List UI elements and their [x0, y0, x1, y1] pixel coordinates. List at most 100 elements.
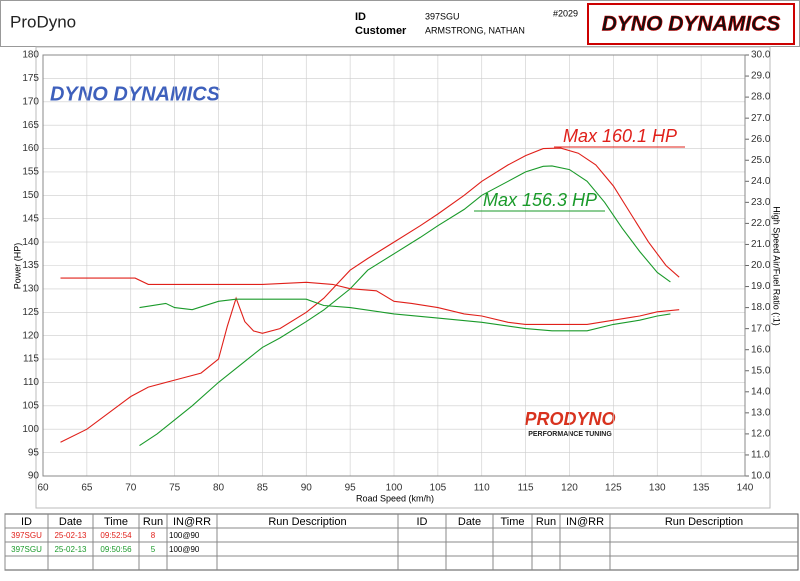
y2-tick-label: 14.0: [751, 386, 771, 397]
x-tick-label: 135: [693, 483, 710, 494]
y-tick-label: 110: [23, 377, 39, 388]
y-tick-label: 95: [28, 447, 40, 458]
table-cell: 09:52:54: [100, 531, 132, 540]
y-axis-label: Power (HP): [12, 243, 22, 290]
watermark-shop: PRODYNO: [524, 409, 615, 429]
power-line: [139, 165, 671, 447]
table-cell: 8: [151, 531, 156, 540]
x-tick-label: 100: [386, 483, 403, 494]
y-tick-label: 115: [23, 354, 39, 365]
x-tick-label: 60: [37, 483, 49, 494]
watermark-tagline: PERFORMANCE TUNING: [528, 431, 612, 438]
y2-tick-label: 21.0: [751, 239, 771, 250]
y-tick-label: 100: [22, 424, 39, 435]
y-tick-label: 125: [22, 307, 39, 318]
y2-axis-label: High Speed Air/Fuel Ratio (:1): [772, 206, 782, 326]
y-tick-label: 165: [22, 120, 39, 131]
logo: DYNO DYNAMICS: [602, 13, 781, 36]
watermark-brand: DYNO DYNAMICS: [50, 83, 221, 105]
column-header: ID: [21, 516, 32, 528]
column-header: Date: [59, 516, 82, 528]
x-tick-label: 120: [561, 483, 578, 494]
table-cell: 100@90: [169, 531, 200, 540]
y2-tick-label: 25.0: [751, 155, 771, 166]
column-header: Date: [458, 516, 481, 528]
customer-label: Customer: [355, 25, 407, 37]
y-tick-label: 105: [22, 400, 39, 411]
y2-tick-label: 30.0: [751, 50, 771, 61]
y2-tick-label: 16.0: [751, 344, 771, 355]
table-cell: 5: [151, 545, 156, 554]
y-tick-label: 130: [22, 284, 39, 295]
y2-tick-label: 29.0: [751, 71, 771, 82]
y2-tick-label: 28.0: [751, 92, 771, 103]
column-header: Time: [500, 516, 524, 528]
y2-tick-label: 18.0: [751, 302, 771, 313]
x-tick-label: 90: [301, 483, 313, 494]
y-tick-label: 175: [22, 73, 39, 84]
max-annotation: Max 156.3 HP: [483, 190, 597, 210]
y2-tick-label: 22.0: [751, 218, 771, 229]
y2-tick-label: 26.0: [751, 134, 771, 145]
x-tick-label: 85: [257, 483, 269, 494]
x-tick-label: 70: [125, 483, 137, 494]
column-header: Time: [104, 516, 128, 528]
table-cell: 397SGU: [11, 531, 42, 540]
x-tick-label: 125: [605, 483, 622, 494]
y2-tick-label: 19.0: [751, 281, 771, 292]
column-header: ID: [417, 516, 428, 528]
table-cell: 100@90: [169, 545, 200, 554]
y2-tick-label: 20.0: [751, 260, 771, 271]
x-tick-label: 110: [474, 483, 490, 494]
table-cell: 397SGU: [11, 545, 42, 554]
y2-tick-label: 17.0: [751, 323, 771, 334]
y-tick-label: 180: [22, 50, 39, 61]
x-tick-label: 95: [345, 483, 357, 494]
plot-area: [42, 54, 746, 477]
column-header: Run: [143, 516, 163, 528]
afr-line: [139, 298, 671, 332]
x-tick-label: 80: [213, 483, 225, 494]
y2-tick-label: 13.0: [751, 407, 771, 418]
customer-value: ARMSTRONG, NATHAN: [425, 25, 525, 35]
x-tick-label: 130: [649, 483, 666, 494]
y-tick-label: 150: [22, 190, 39, 201]
y-tick-label: 145: [22, 213, 39, 224]
y2-tick-label: 15.0: [751, 365, 771, 376]
y2-tick-label: 12.0: [751, 429, 771, 440]
power-line: [60, 147, 680, 443]
sheet-number: #2029: [553, 8, 578, 18]
y-tick-label: 135: [22, 260, 39, 271]
id-value: 397SGU: [425, 11, 460, 21]
y2-tick-label: 24.0: [751, 176, 771, 187]
logo-box: [587, 3, 795, 45]
y-tick-label: 155: [22, 167, 39, 178]
x-tick-label: 115: [518, 483, 534, 494]
column-header: IN@RR: [173, 516, 211, 528]
max-annotation: Max 160.1 HP: [563, 126, 677, 146]
table-cell: 25-02-13: [54, 531, 87, 540]
y2-tick-label: 11.0: [751, 450, 770, 461]
y2-tick-label: 27.0: [751, 113, 771, 124]
x-tick-label: 65: [81, 483, 93, 494]
x-tick-label: 75: [169, 483, 181, 494]
y-tick-label: 170: [22, 96, 39, 107]
column-header: Run Description: [665, 516, 743, 528]
x-tick-label: 105: [430, 483, 447, 494]
y2-tick-label: 23.0: [751, 197, 771, 208]
app-title: ProDyno: [10, 12, 76, 31]
plot-frame: [35, 46, 771, 509]
id-label: ID: [355, 11, 366, 23]
column-header: Run Description: [268, 516, 346, 528]
x-tick-label: 140: [737, 483, 754, 494]
x-axis-label: Road Speed (km/h): [356, 493, 434, 503]
column-header: Run: [536, 516, 556, 528]
y2-tick-label: 10.0: [751, 471, 771, 482]
y-tick-label: 140: [22, 237, 39, 248]
table-cell: 25-02-13: [54, 545, 87, 554]
afr-line: [60, 277, 680, 325]
y-tick-label: 160: [22, 143, 39, 154]
